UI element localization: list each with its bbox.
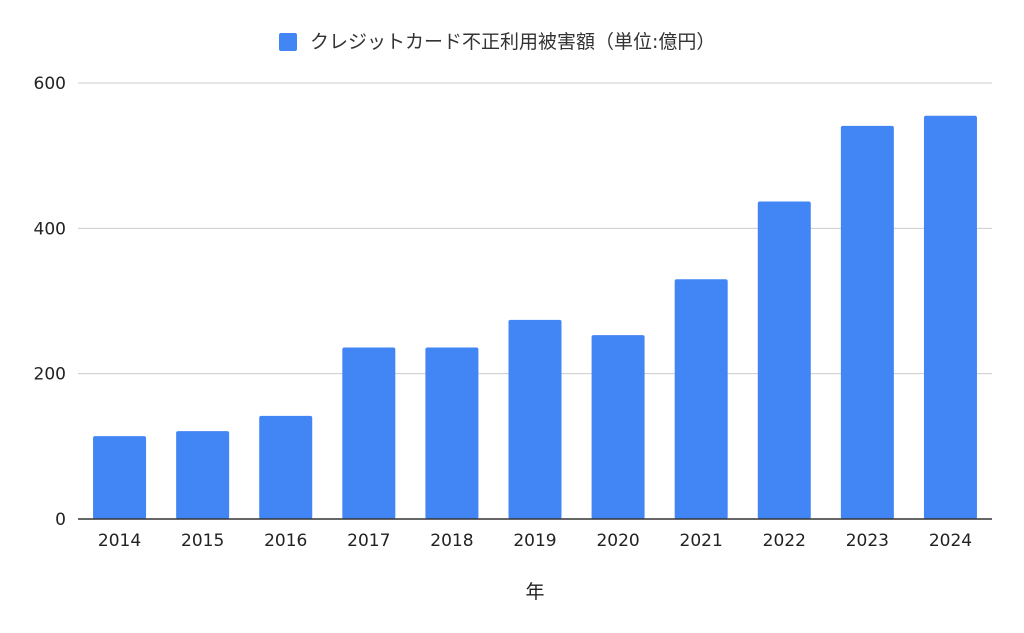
- bars: [93, 115, 977, 520]
- bar-2015: [176, 431, 230, 519]
- x-tick-label: 2020: [596, 531, 639, 551]
- x-tick-label: 2014: [98, 531, 141, 551]
- bar-2021: [674, 279, 728, 519]
- x-tick-label: 2022: [763, 531, 806, 551]
- bar-2014: [93, 436, 147, 519]
- bar-2019: [508, 319, 562, 519]
- legend-swatch: [279, 33, 297, 51]
- bar-2018: [425, 347, 479, 519]
- x-tick-label: 2018: [430, 531, 473, 551]
- x-tick-label: 2017: [347, 531, 390, 551]
- bar-2016: [259, 415, 313, 519]
- x-axis-ticks: 2014 2015 2016 2017 2018 2019 2020 2021 2022 2023…: [98, 531, 972, 551]
- x-tick-label: 2023: [846, 531, 889, 551]
- y-axis-ticks: 0 200 400 600: [34, 74, 66, 530]
- x-tick-label: 2021: [680, 531, 723, 551]
- legend-label: クレジットカード不正利用被害額（単位:億円）: [310, 31, 715, 53]
- y-tick-label: 600: [34, 74, 66, 94]
- y-tick-label: 400: [34, 219, 66, 239]
- bar-2017: [342, 347, 396, 519]
- y-tick-label: 200: [34, 365, 66, 385]
- x-tick-label: 2016: [264, 531, 307, 551]
- legend: クレジットカード不正利用被害額（単位:億円）: [279, 31, 715, 53]
- bar-2020: [591, 335, 645, 519]
- bar-2024: [923, 115, 977, 519]
- x-tick-label: 2024: [929, 531, 972, 551]
- x-tick-label: 2019: [513, 531, 556, 551]
- x-tick-label: 2015: [181, 531, 224, 551]
- bar-2023: [840, 125, 894, 519]
- x-axis-label: 年: [525, 581, 544, 603]
- bar-2022: [757, 201, 811, 520]
- y-tick-label: 0: [55, 510, 66, 530]
